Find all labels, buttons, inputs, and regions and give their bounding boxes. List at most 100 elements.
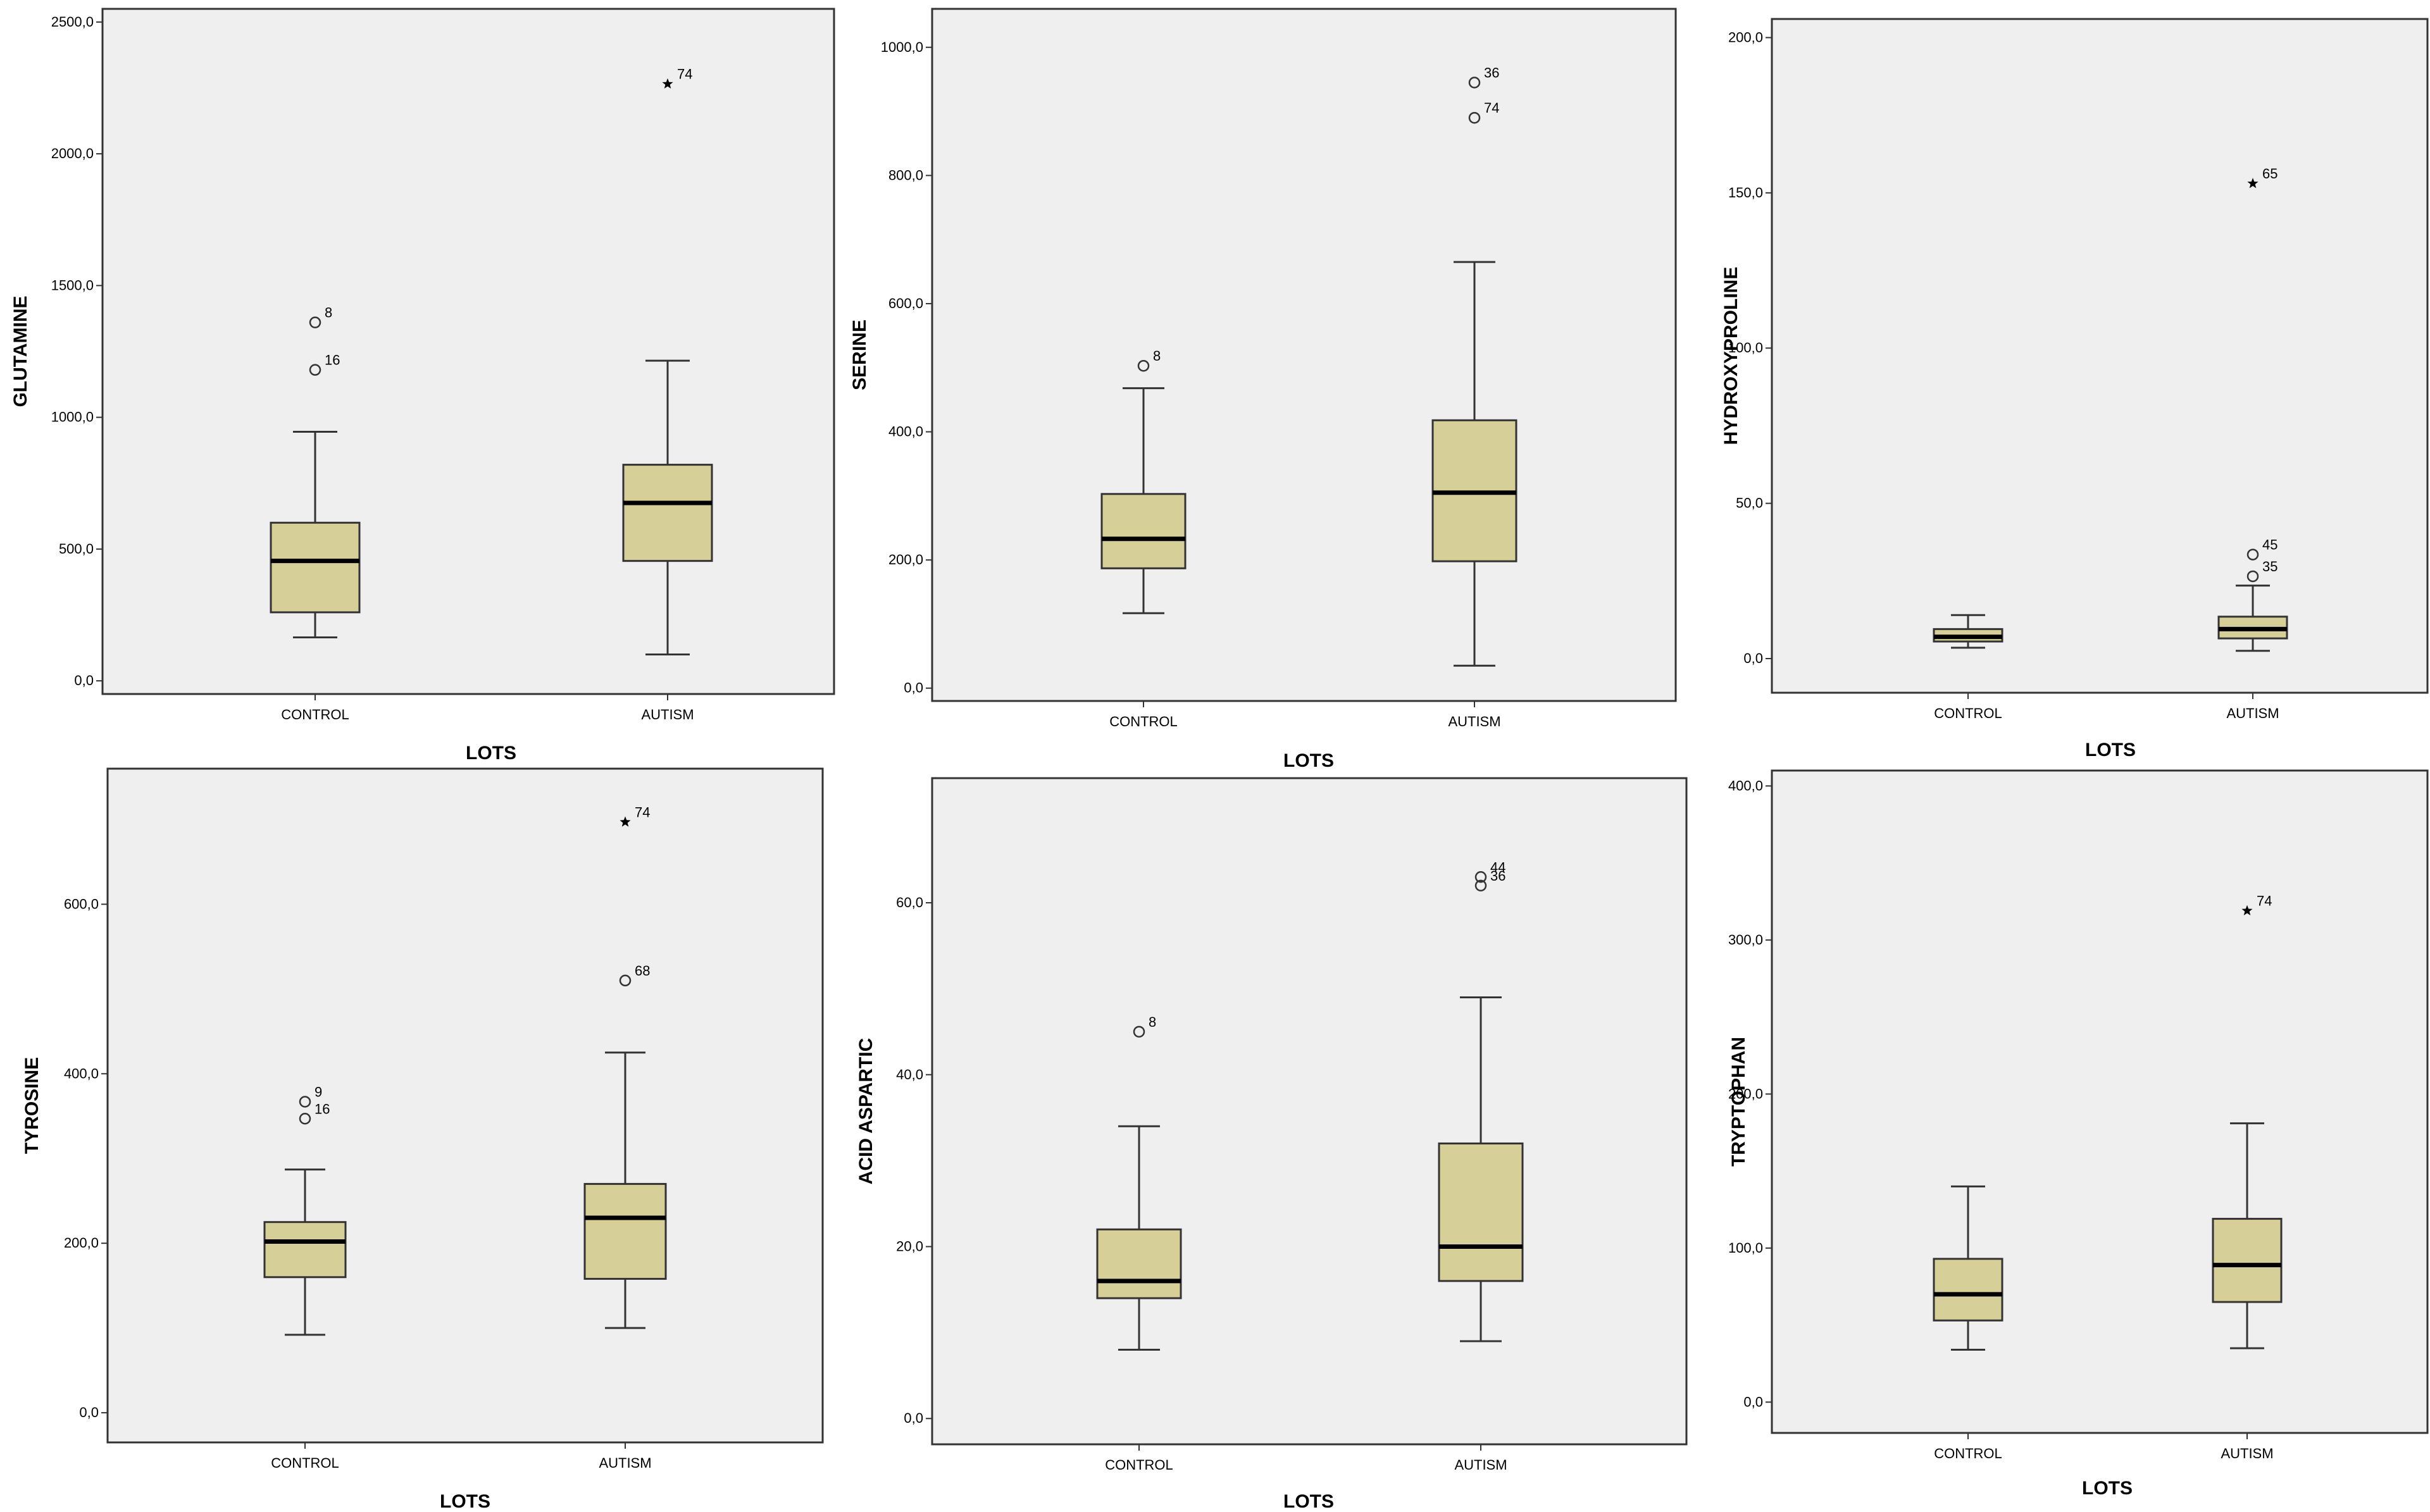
- chart-panel-hydroxyproline: 0,0 50,0 100,0 150,0 200,0 CONTROL AUTISM LOTS H…: [1721, 18, 2429, 760]
- box-iqr: [583, 1182, 667, 1280]
- box-iqr: [2212, 1218, 2283, 1303]
- y-tick-label: 50,0: [1736, 495, 1763, 511]
- y-tick-label: 400,0: [888, 424, 923, 440]
- outlier-star: [2247, 178, 2259, 189]
- box-iqr: [270, 521, 361, 614]
- plot-area: [1771, 769, 2429, 1434]
- y-axis-title: GLUTAMINE: [10, 295, 31, 407]
- y-tick-label: 400,0: [64, 1065, 99, 1081]
- y-tick-label: 2500,0: [51, 14, 94, 30]
- y-tick-label: 600,0: [888, 295, 923, 311]
- x-axis-title: LOTS: [2082, 1478, 2133, 1499]
- y-axis-title: HYDROXYPROLINE: [1721, 267, 1742, 445]
- y-tick-label: 0,0: [74, 672, 94, 688]
- x-category-label: AUTISM: [2226, 705, 2279, 721]
- y-tick-label: 0,0: [1743, 1394, 1763, 1410]
- x-category-label: AUTISM: [2221, 1446, 2273, 1461]
- y-tick-label: 1000,0: [51, 409, 94, 425]
- box-control: 8 16: [270, 305, 361, 638]
- box-iqr: [1100, 493, 1187, 569]
- plot-area: [931, 8, 1677, 702]
- outlier-circle: [1468, 77, 1481, 89]
- y-tick-label: 300,0: [1728, 932, 1763, 948]
- outlier-label: 45: [2262, 537, 2277, 553]
- outlier-label: 8: [1149, 1014, 1156, 1030]
- outlier-label: 8: [325, 305, 332, 321]
- box-autism: 74 68: [583, 804, 667, 1329]
- box-control: [1933, 614, 2003, 649]
- y-tick-label: 200,0: [888, 552, 923, 567]
- y-axis-title: TYROSINE: [22, 1057, 42, 1154]
- outlier-circle: [2246, 570, 2259, 583]
- outlier-label: 74: [635, 804, 650, 820]
- outlier-label: 74: [1484, 100, 1499, 116]
- outlier-label: 16: [315, 1101, 330, 1117]
- y-tick-label: 100,0: [1728, 340, 1763, 356]
- box-control: [1933, 1185, 2003, 1351]
- y-tick-label: 20,0: [896, 1238, 923, 1254]
- y-tick-label: 0,0: [1743, 650, 1763, 666]
- outlier-star: [620, 816, 631, 827]
- box-iqr: [1096, 1228, 1182, 1299]
- outlier-label: 36: [1484, 65, 1499, 80]
- y-tick-label: 1500,0: [51, 277, 94, 293]
- plot-area: [931, 777, 1688, 1446]
- outlier-label: 35: [2262, 559, 2277, 574]
- x-category-label: CONTROL: [281, 707, 349, 722]
- x-category-label: AUTISM: [1454, 1457, 1507, 1473]
- y-tick-label: 600,0: [64, 896, 99, 912]
- outlier-circle: [299, 1113, 311, 1125]
- x-category-label: CONTROL: [271, 1455, 339, 1471]
- outlier-circle: [309, 316, 321, 328]
- outlier-label: 74: [2257, 893, 2272, 909]
- x-category-label: CONTROL: [1934, 705, 2002, 721]
- x-axis-title: LOTS: [1283, 1491, 1334, 1512]
- y-tick-label: 200,0: [1728, 1086, 1763, 1101]
- outlier-label: 16: [325, 352, 340, 368]
- box-control: 8: [1100, 348, 1187, 614]
- box-autism: 74: [2212, 893, 2283, 1349]
- chart-panel-tyrosine: 0,0 200,0 400,0 600,0 CONTROL AUTISM LOTS TYROS…: [22, 767, 824, 1512]
- y-tick-label: 0,0: [904, 1410, 923, 1426]
- y-axis-title: ACID ASPARTIC: [856, 1038, 876, 1185]
- outlier-label: 68: [635, 963, 650, 979]
- outlier-circle: [299, 1096, 311, 1108]
- outlier-circle: [1468, 111, 1481, 124]
- outlier-circle: [1133, 1026, 1145, 1038]
- y-tick-label: 40,0: [896, 1067, 923, 1082]
- x-category-label: AUTISM: [599, 1455, 651, 1471]
- box-iqr: [622, 464, 713, 562]
- y-tick-label: 200,0: [64, 1235, 99, 1251]
- outlier-label: 74: [677, 66, 692, 82]
- x-category-label: AUTISM: [1448, 714, 1500, 729]
- y-axis-title: TRYPTOPHAN: [1728, 1037, 1749, 1167]
- outlier-label: 8: [1153, 348, 1161, 364]
- y-tick-label: 150,0: [1728, 185, 1763, 201]
- x-category-label: AUTISM: [641, 707, 694, 722]
- box-iqr: [1933, 1258, 2003, 1322]
- y-tick-label: 60,0: [896, 895, 923, 910]
- x-category-label: CONTROL: [1109, 714, 1178, 729]
- outlier-label: 36: [1490, 868, 1505, 884]
- outlier-circle: [309, 364, 321, 376]
- chart-panel-tryptophan: 0,0 100,0 200,0 300,0 400,0 CONTROL AUTISM LOTS…: [1728, 769, 2429, 1499]
- y-axis-title: SERINE: [849, 319, 870, 390]
- plot-area: [106, 767, 824, 1444]
- outlier-label: 9: [315, 1084, 322, 1100]
- y-tick-label: 1000,0: [881, 39, 923, 55]
- box-autism: 65 45 35: [2217, 166, 2288, 652]
- y-tick-label: 100,0: [1728, 1240, 1763, 1256]
- chart-panel-acid-aspartic: 0,0 20,0 40,0 60,0 CONTROL AUTISM LOTS ACID ASP…: [856, 777, 1688, 1512]
- outlier-label: 65: [2262, 166, 2277, 182]
- chart-panel-glutamine: 0,0 500,0 1000,0 1500,0 2000,0 2500,0 CONTROL A…: [10, 8, 835, 764]
- outlier-circle: [2246, 548, 2259, 561]
- outlier-circle: [1137, 359, 1150, 372]
- x-axis-title: LOTS: [466, 743, 516, 764]
- chart-panel-serine: 0,0 200,0 400,0 600,0 800,0 1000,0 CONTROL AUTI…: [849, 8, 1677, 771]
- box-control: 916: [263, 1084, 347, 1336]
- x-axis-title: LOTS: [1283, 750, 1334, 771]
- x-axis-title: LOTS: [2085, 740, 2136, 760]
- plot-area: [101, 8, 835, 695]
